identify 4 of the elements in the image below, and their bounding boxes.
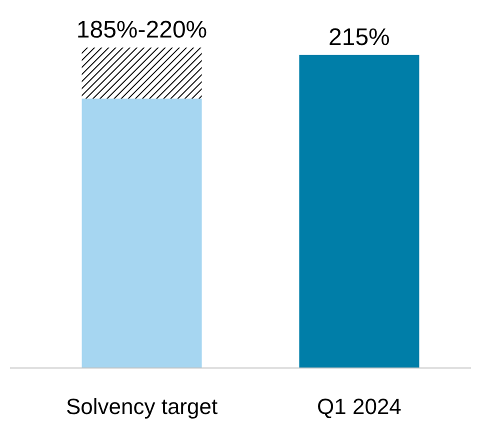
data-label: 215%: [328, 24, 390, 51]
x-tick-label: Solvency target: [66, 394, 218, 419]
annotation: 185%-220%: [76, 16, 208, 44]
x-tick-label: Q1 2024: [317, 394, 402, 419]
